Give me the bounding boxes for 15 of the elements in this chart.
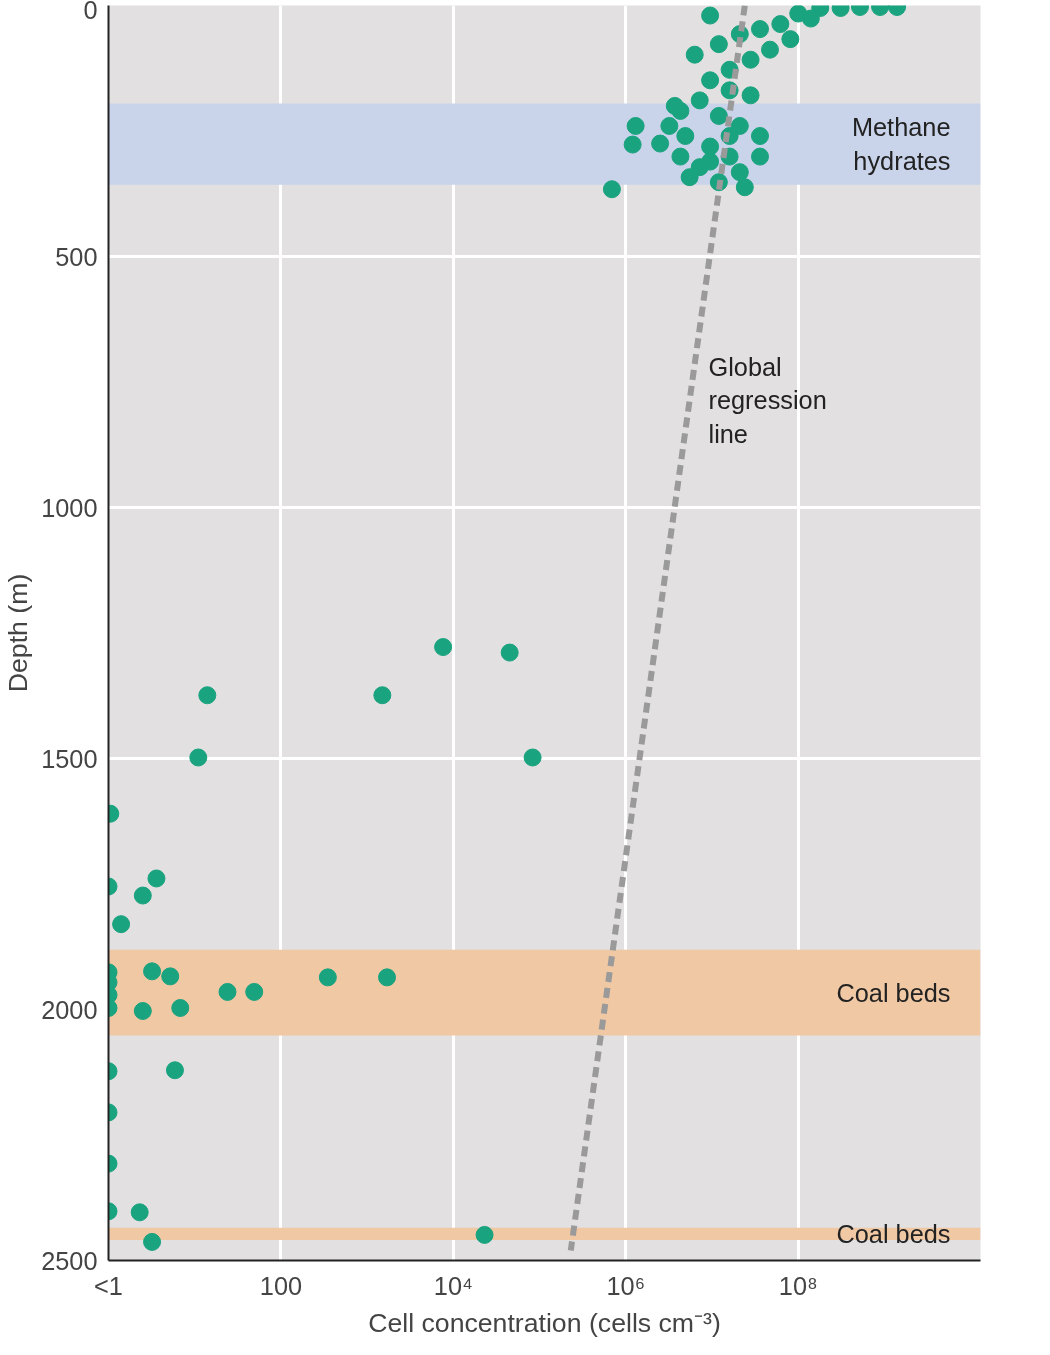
y-axis-title: Depth (m) xyxy=(3,573,34,693)
y-tick-label: 0 xyxy=(83,0,98,24)
x-tick-label: 100 xyxy=(259,1271,303,1300)
y-tick-label: 500 xyxy=(55,242,98,271)
x-axis-title: Cell concentration (cells cm⁻³) xyxy=(368,1307,721,1338)
band-label: Coal beds xyxy=(836,1219,951,1248)
x-tick-label: 10⁴ xyxy=(433,1271,473,1300)
x-tick-label: 10⁸ xyxy=(778,1271,818,1300)
band-label: Coal beds xyxy=(836,978,951,1007)
x-tick-label: 10⁶ xyxy=(606,1271,646,1300)
y-tick-label: 2000 xyxy=(41,995,98,1024)
y-tick-label: 1000 xyxy=(41,493,98,522)
band-label: Methane hydrates xyxy=(851,113,951,175)
annotation: Global regression line xyxy=(708,352,827,449)
y-tick-label: 1500 xyxy=(41,744,98,773)
